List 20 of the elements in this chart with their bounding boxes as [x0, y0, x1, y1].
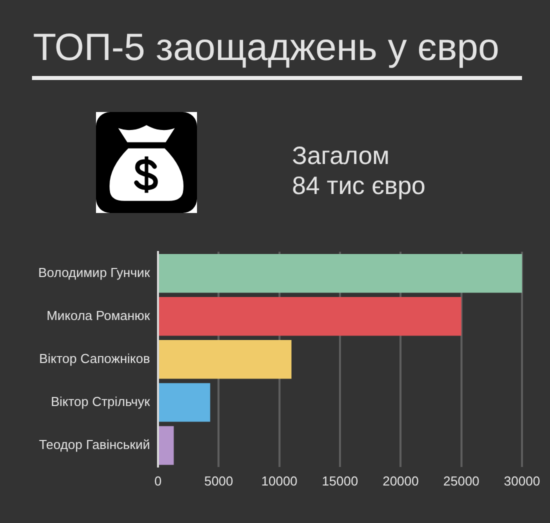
- x-tick-label: 30000: [504, 473, 540, 488]
- x-tick-label: 20000: [382, 473, 419, 488]
- y-tick-label: Микола Романюк: [46, 308, 150, 323]
- bar: [159, 426, 174, 465]
- bar: [159, 383, 210, 422]
- chart-title: ТОП-5 заощаджень у євро: [33, 26, 500, 70]
- bar: [159, 340, 292, 379]
- text: 84 тис євро: [292, 171, 426, 201]
- x-tick-label: 25000: [443, 473, 480, 488]
- bar: [159, 296, 462, 336]
- x-tick-label: 0: [154, 473, 162, 488]
- y-tick-label: Віктор Стрільчук: [50, 394, 150, 410]
- x-tick-label: 5000: [204, 473, 234, 488]
- x-tick-label: 15000: [322, 473, 358, 488]
- y-tick-label: Віктор Сапожніков: [39, 350, 150, 366]
- y-tick-label: Теодор Гавінський: [38, 437, 150, 452]
- text: Загалом: [292, 141, 390, 171]
- y-tick-label: Володимир Гунчик: [38, 264, 150, 280]
- bar: [159, 254, 522, 293]
- x-tick-label: 10000: [261, 473, 298, 488]
